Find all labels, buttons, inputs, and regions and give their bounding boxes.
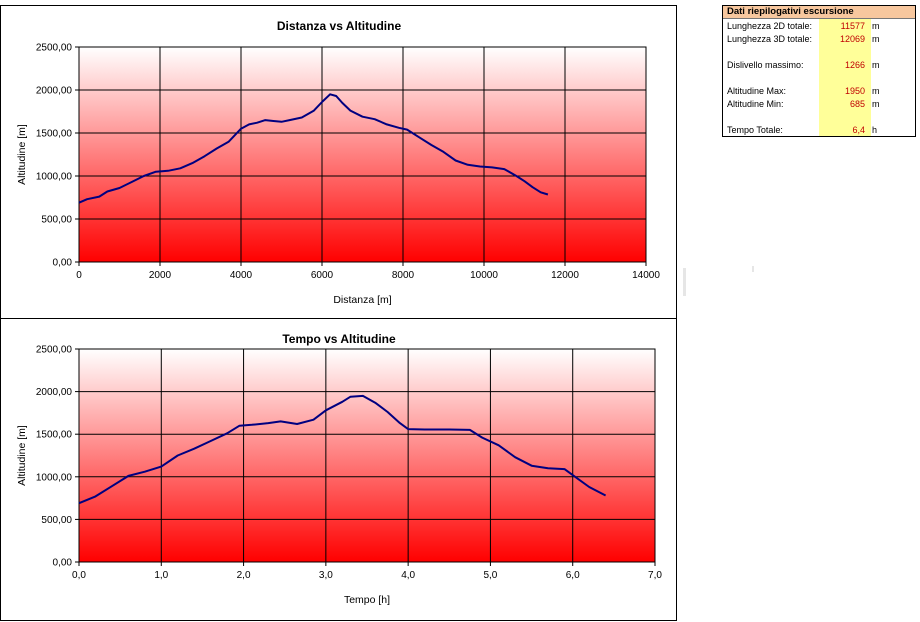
summary-title: Dati riepilogativi escursione bbox=[723, 6, 915, 19]
x-tick-label: 7,0 bbox=[648, 570, 662, 581]
x-axis-label: Tempo [h] bbox=[344, 594, 390, 606]
y-tick-label: 0,00 bbox=[53, 258, 73, 269]
summary-row-altitude-min: Altitudine Min: 685 m bbox=[723, 98, 915, 110]
x-tick-label: 2,0 bbox=[237, 570, 251, 581]
decorative-speck bbox=[683, 268, 686, 296]
x-tick-label: 0 bbox=[76, 270, 82, 281]
x-tick-label: 8000 bbox=[392, 270, 415, 281]
summary-label: Dislivello massimo: bbox=[727, 60, 804, 70]
y-tick-label: 1500,00 bbox=[36, 430, 73, 441]
summary-row-total-time: Tempo Totale: 6,4 h bbox=[723, 124, 915, 136]
x-tick-label: 6000 bbox=[311, 270, 334, 281]
summary-value-column bbox=[819, 19, 871, 136]
y-tick-label: 500,00 bbox=[41, 215, 72, 226]
summary-row-altitude-max: Altitudine Max: 1950 m bbox=[723, 85, 915, 97]
chart-title: Tempo vs Altitudine bbox=[282, 332, 396, 346]
x-tick-label: 3,0 bbox=[319, 570, 333, 581]
summary-unit: m bbox=[872, 86, 880, 96]
plot-area bbox=[79, 47, 646, 262]
time-chart-svg: 0,0 1,0 2,0 3,0 4,0 5,0 6,0 7,0 0,00 500,00 1000,0… bbox=[16, 332, 662, 606]
x-tick-label: 4,0 bbox=[401, 570, 415, 581]
x-tick-label: 1,0 bbox=[154, 570, 168, 581]
y-tick-label: 2500,00 bbox=[36, 345, 73, 356]
x-tick-label: 10000 bbox=[470, 270, 498, 281]
y-axis-label: Altitudine [m] bbox=[16, 425, 28, 486]
y-tick-label: 0,00 bbox=[53, 558, 73, 569]
x-tick-label: 0,0 bbox=[72, 570, 86, 581]
summary-unit: m bbox=[872, 34, 880, 44]
summary-value: 1950 bbox=[844, 86, 865, 96]
summary-label: Tempo Totale: bbox=[727, 125, 783, 135]
altitude-series-line bbox=[78, 93, 549, 204]
x-axis-label: Distanza [m] bbox=[333, 294, 391, 306]
y-tick-label: 2000,00 bbox=[36, 86, 73, 97]
plot-border bbox=[78, 348, 656, 563]
x-tick-label: 2000 bbox=[149, 270, 172, 281]
summary-value: 6,4 bbox=[852, 125, 865, 135]
y-tick-label: 1000,00 bbox=[36, 472, 73, 483]
summary-unit: m bbox=[872, 60, 880, 70]
plot-area bbox=[79, 349, 655, 562]
summary-value: 685 bbox=[849, 99, 865, 109]
summary-label: Altitudine Max: bbox=[727, 86, 787, 96]
summary-value: 1266 bbox=[844, 60, 865, 70]
altitude-series-line bbox=[78, 394, 607, 505]
x-tick-label: 14000 bbox=[632, 270, 660, 281]
summary-value: 11577 bbox=[840, 21, 865, 31]
summary-unit: m bbox=[872, 21, 880, 31]
summary-label: Lunghezza 2D totale: bbox=[727, 21, 813, 31]
x-tick-label: 12000 bbox=[551, 270, 579, 281]
summary-table: Dati riepilogativi escursione Lunghezza … bbox=[722, 5, 916, 137]
y-tick-label: 1500,00 bbox=[36, 129, 73, 140]
y-axis-label: Altitudine [m] bbox=[16, 124, 28, 185]
summary-row-elevation-gain: Dislivello massimo: 1266 m bbox=[723, 59, 915, 71]
summary-row-length-3d: Lunghezza 3D totale: 12069 m bbox=[723, 33, 915, 45]
summary-unit: h bbox=[872, 125, 878, 135]
time-chart: 0,0 1,0 2,0 3,0 4,0 5,0 6,0 7,0 0,00 500,00 1000,0… bbox=[0, 318, 677, 621]
distance-chart: 0 2000 4000 6000 8000 10000 12000 14000 0,00 500,… bbox=[0, 5, 677, 319]
y-tick-label: 2500,00 bbox=[36, 43, 73, 54]
summary-value: 12069 bbox=[839, 34, 865, 44]
distance-chart-svg: 0 2000 4000 6000 8000 10000 12000 14000 0,00 500,… bbox=[16, 19, 660, 306]
x-tick-label: 4000 bbox=[230, 270, 253, 281]
y-tick-label: 2000,00 bbox=[36, 387, 73, 398]
plot-border bbox=[78, 46, 647, 263]
summary-row-length-2d: Lunghezza 2D totale: 11577 m bbox=[723, 20, 915, 32]
x-tick-label: 6,0 bbox=[566, 570, 580, 581]
y-tick-label: 1000,00 bbox=[36, 172, 73, 183]
y-tick-label: 500,00 bbox=[41, 515, 72, 526]
summary-label: Lunghezza 3D totale: bbox=[727, 34, 813, 44]
summary-label: Altitudine Min: bbox=[727, 99, 784, 109]
decorative-speck bbox=[752, 266, 754, 272]
summary-unit: m bbox=[872, 99, 880, 109]
chart-title: Distanza vs Altitudine bbox=[277, 19, 402, 33]
x-tick-label: 5,0 bbox=[483, 570, 497, 581]
